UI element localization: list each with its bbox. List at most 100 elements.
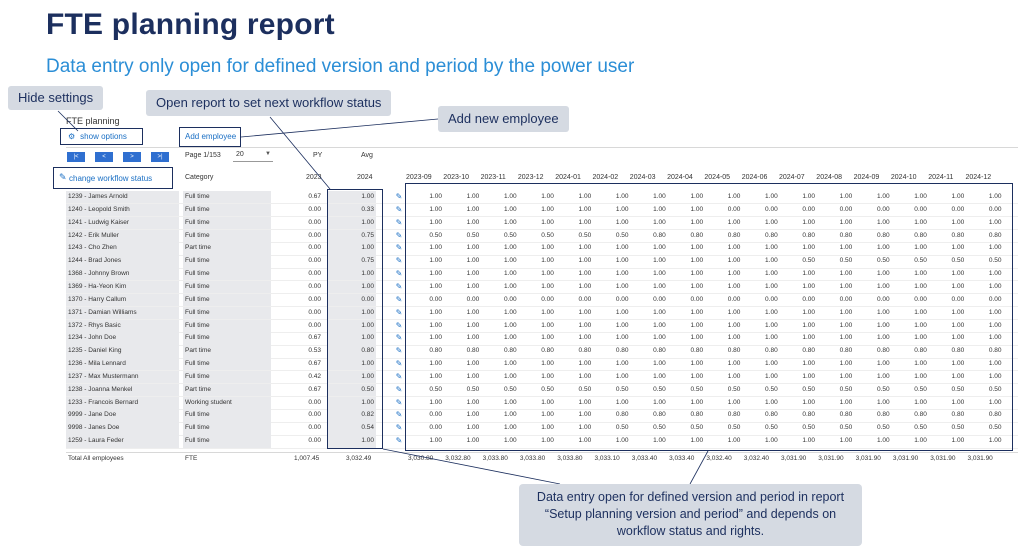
month-value-cell[interactable]: 0.80 <box>839 347 853 355</box>
month-value-cell[interactable]: 1.00 <box>615 360 629 368</box>
month-value-cell[interactable]: 0.50 <box>615 231 629 239</box>
month-value-cell[interactable]: 1.00 <box>765 321 778 329</box>
month-value-cell[interactable]: 0.80 <box>802 231 815 239</box>
pencil-icon[interactable]: ✎ <box>395 243 403 253</box>
next-page-button[interactable]: > <box>123 152 141 162</box>
month-value-cell[interactable]: 1.00 <box>503 437 517 445</box>
month-value-cell[interactable]: 0.80 <box>466 347 480 355</box>
month-value-cell[interactable]: 1.00 <box>727 270 741 278</box>
month-value-cell[interactable]: 0.00 <box>727 205 741 213</box>
month-value-cell[interactable]: 1.00 <box>951 372 965 380</box>
month-value-cell[interactable]: 1.00 <box>727 308 741 316</box>
month-value-cell[interactable]: 0.50 <box>951 385 965 393</box>
month-value-cell[interactable]: 1.00 <box>653 437 666 445</box>
month-value-cell[interactable]: 0.80 <box>727 231 741 239</box>
month-value-cell[interactable]: 1.00 <box>541 282 554 290</box>
month-value-cell[interactable]: 1.00 <box>541 270 554 278</box>
month-value-cell[interactable]: 1.00 <box>951 308 965 316</box>
month-value-cell[interactable]: 1.00 <box>578 257 592 265</box>
month-value-cell[interactable]: 0.80 <box>727 347 741 355</box>
month-value-cell[interactable]: 0.50 <box>578 385 592 393</box>
month-value-cell[interactable]: 1.00 <box>727 282 741 290</box>
month-value-cell[interactable]: 0.80 <box>839 231 853 239</box>
month-value-cell[interactable]: 0.50 <box>429 385 442 393</box>
month-value-cell[interactable]: 1.00 <box>653 282 666 290</box>
month-value-cell[interactable]: 0.80 <box>653 347 666 355</box>
month-value-cell[interactable]: 1.00 <box>988 282 1002 290</box>
month-value-cell[interactable]: 1.00 <box>690 372 704 380</box>
month-value-cell[interactable]: 0.00 <box>765 205 778 213</box>
month-value-cell[interactable]: 0.80 <box>802 411 815 419</box>
month-value-cell[interactable]: 0.00 <box>876 205 890 213</box>
month-value-cell[interactable]: 0.00 <box>839 295 853 303</box>
month-value-cell[interactable]: 1.00 <box>876 398 890 406</box>
month-value-cell[interactable]: 0.00 <box>988 205 1002 213</box>
month-value-cell[interactable]: 1.00 <box>578 424 592 432</box>
month-value-cell[interactable]: 1.00 <box>541 398 554 406</box>
month-value-cell[interactable]: 1.00 <box>615 193 629 200</box>
pencil-icon[interactable]: ✎ <box>395 230 403 240</box>
month-value-cell[interactable]: 1.00 <box>429 257 442 265</box>
month-value-cell[interactable]: 1.00 <box>653 372 666 380</box>
month-value-cell[interactable]: 0.00 <box>988 295 1002 303</box>
month-value-cell[interactable]: 1.00 <box>429 372 442 380</box>
pencil-icon[interactable]: ✎ <box>395 320 403 330</box>
month-value-cell[interactable]: 1.00 <box>541 372 554 380</box>
month-value-cell[interactable]: 1.00 <box>429 398 442 406</box>
month-value-cell[interactable]: 1.00 <box>839 334 853 342</box>
month-value-cell[interactable]: 1.00 <box>503 372 517 380</box>
month-value-cell[interactable]: 1.00 <box>466 308 480 316</box>
month-value-cell[interactable]: 0.50 <box>839 257 853 265</box>
month-value-cell[interactable]: 1.00 <box>690 282 704 290</box>
month-value-cell[interactable]: 0.50 <box>951 257 965 265</box>
month-value-cell[interactable]: 0.00 <box>429 295 442 303</box>
month-value-cell[interactable]: 1.00 <box>727 193 741 200</box>
month-value-cell[interactable]: 1.00 <box>429 244 442 252</box>
pencil-icon[interactable]: ✎ <box>395 307 403 317</box>
month-value-cell[interactable]: 1.00 <box>988 244 1002 252</box>
month-value-cell[interactable]: 1.00 <box>578 193 592 200</box>
month-value-cell[interactable]: 1.00 <box>988 372 1002 380</box>
month-value-cell[interactable]: 1.00 <box>914 270 927 278</box>
month-value-cell[interactable]: 0.00 <box>914 205 927 213</box>
pencil-icon[interactable]: ✎ <box>395 294 403 304</box>
month-value-cell[interactable]: 1.00 <box>727 360 741 368</box>
month-value-cell[interactable]: 1.00 <box>690 321 704 329</box>
month-value-cell[interactable]: 1.00 <box>727 437 741 445</box>
month-value-cell[interactable]: 0.50 <box>988 257 1002 265</box>
month-value-cell[interactable]: 1.00 <box>503 218 517 226</box>
month-value-cell[interactable]: 0.50 <box>839 385 853 393</box>
month-value-cell[interactable]: 0.80 <box>727 411 741 419</box>
month-value-cell[interactable]: 1.00 <box>429 321 442 329</box>
month-value-cell[interactable]: 1.00 <box>578 270 592 278</box>
month-value-cell[interactable]: 0.80 <box>988 231 1002 239</box>
month-value-cell[interactable]: 1.00 <box>802 334 815 342</box>
month-value-cell[interactable]: 1.00 <box>466 193 480 200</box>
month-value-cell[interactable]: 1.00 <box>429 193 442 200</box>
month-value-cell[interactable]: 1.00 <box>503 321 517 329</box>
month-value-cell[interactable]: 1.00 <box>802 270 815 278</box>
pencil-icon[interactable]: ✎ <box>395 204 403 214</box>
month-value-cell[interactable]: 1.00 <box>503 193 517 200</box>
month-value-cell[interactable]: 1.00 <box>988 270 1002 278</box>
month-value-cell[interactable]: 1.00 <box>802 308 815 316</box>
month-value-cell[interactable]: 1.00 <box>503 398 517 406</box>
month-value-cell[interactable]: 1.00 <box>802 398 815 406</box>
month-value-cell[interactable]: 1.00 <box>765 372 778 380</box>
month-value-cell[interactable]: 1.00 <box>951 193 965 200</box>
month-value-cell[interactable]: 0.50 <box>653 424 666 432</box>
month-value-cell[interactable]: 0.80 <box>578 347 592 355</box>
change-workflow-status-button[interactable]: ✎ change workflow status <box>53 167 173 189</box>
month-value-cell[interactable]: 1.00 <box>690 308 704 316</box>
month-value-cell[interactable]: 1.00 <box>615 282 629 290</box>
month-value-cell[interactable]: 1.00 <box>914 321 927 329</box>
month-value-cell[interactable]: 1.00 <box>653 244 666 252</box>
month-value-cell[interactable]: 1.00 <box>690 334 704 342</box>
month-value-cell[interactable]: 1.00 <box>839 193 853 200</box>
pencil-icon[interactable]: ✎ <box>395 410 403 420</box>
month-value-cell[interactable]: 0.50 <box>429 231 442 239</box>
month-value-cell[interactable]: 1.00 <box>541 360 554 368</box>
month-value-cell[interactable]: 0.80 <box>541 347 554 355</box>
month-value-cell[interactable]: 1.00 <box>653 257 666 265</box>
month-value-cell[interactable]: 0.80 <box>765 347 778 355</box>
